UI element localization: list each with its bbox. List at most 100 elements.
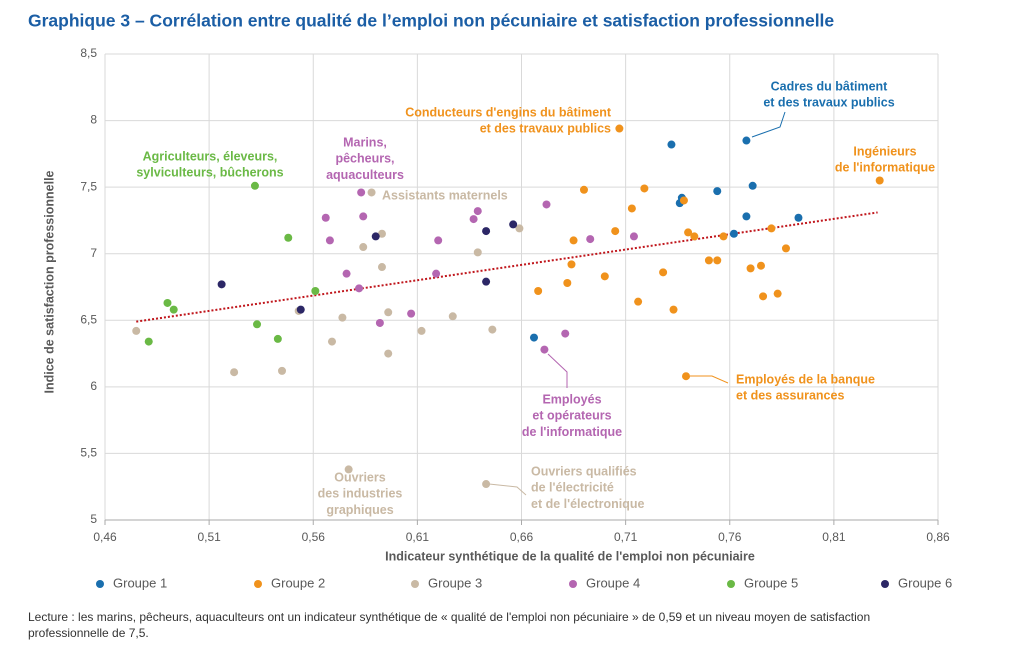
x-tick-label: 0,51 bbox=[197, 530, 221, 544]
point bbox=[729, 229, 738, 238]
point bbox=[357, 188, 366, 197]
point bbox=[569, 236, 578, 245]
point bbox=[250, 181, 259, 190]
point bbox=[767, 224, 776, 233]
point bbox=[567, 260, 576, 269]
legend-marker bbox=[411, 580, 419, 588]
annotation: Assistants maternels bbox=[382, 188, 508, 202]
point bbox=[284, 233, 293, 242]
x-tick-label: 0,56 bbox=[302, 530, 326, 544]
annotation-leader bbox=[690, 375, 729, 384]
x-axis-label: Indicateur synthétique de la qualité de … bbox=[385, 549, 755, 563]
point bbox=[682, 372, 691, 381]
annotation: Employés de la banque bbox=[736, 372, 875, 386]
point bbox=[355, 284, 364, 293]
legend-marker bbox=[727, 580, 735, 588]
point bbox=[713, 187, 722, 196]
point bbox=[615, 124, 624, 133]
point bbox=[875, 176, 884, 185]
annotation: et opérateurs bbox=[532, 409, 611, 423]
point bbox=[669, 305, 678, 314]
annotation: graphiques bbox=[326, 503, 393, 517]
legend-label: Groupe 6 bbox=[898, 575, 952, 590]
point bbox=[540, 345, 549, 354]
annotation: Cadres du bâtiment bbox=[771, 79, 889, 93]
point bbox=[534, 286, 543, 295]
y-tick-label: 5 bbox=[90, 512, 97, 526]
annotation-leader bbox=[751, 111, 786, 138]
point bbox=[344, 465, 353, 474]
point bbox=[773, 289, 782, 298]
point bbox=[659, 268, 668, 277]
y-tick-label: 7,5 bbox=[80, 179, 97, 193]
point bbox=[742, 212, 751, 221]
point bbox=[253, 320, 262, 329]
point bbox=[719, 232, 728, 241]
point bbox=[311, 286, 320, 295]
point bbox=[667, 140, 676, 149]
point bbox=[482, 480, 491, 489]
annotation: Ouvriers bbox=[334, 470, 385, 484]
point bbox=[488, 325, 497, 334]
point bbox=[321, 213, 330, 222]
point bbox=[359, 243, 368, 252]
y-tick-label: 8 bbox=[90, 113, 97, 127]
point bbox=[611, 227, 620, 236]
point bbox=[338, 313, 347, 322]
legend-marker bbox=[254, 580, 262, 588]
x-tick-label: 0,81 bbox=[822, 530, 846, 544]
point bbox=[509, 220, 518, 229]
point bbox=[377, 263, 386, 272]
annotation: de l'électricité bbox=[531, 481, 614, 495]
point bbox=[342, 269, 351, 278]
point bbox=[169, 305, 178, 314]
point bbox=[756, 261, 765, 270]
point bbox=[132, 326, 141, 335]
point bbox=[529, 333, 538, 342]
annotation: et des assurances bbox=[736, 389, 844, 403]
point bbox=[563, 279, 572, 288]
annotation: de l'informatique bbox=[835, 161, 935, 175]
y-tick-label: 6 bbox=[90, 379, 97, 393]
chart-title: Graphique 3 – Corrélation entre qualité … bbox=[28, 11, 834, 31]
point bbox=[417, 326, 426, 335]
point bbox=[327, 337, 336, 346]
legend-label: Groupe 3 bbox=[428, 575, 482, 590]
point bbox=[217, 280, 226, 289]
point bbox=[684, 228, 693, 237]
annotation: pêcheurs, bbox=[335, 152, 394, 166]
point bbox=[384, 349, 393, 358]
point bbox=[434, 236, 443, 245]
annotation-leader bbox=[547, 353, 568, 388]
point bbox=[561, 329, 570, 338]
point bbox=[781, 244, 790, 253]
legend-marker bbox=[569, 580, 577, 588]
point bbox=[448, 312, 457, 321]
point bbox=[515, 224, 524, 233]
point bbox=[482, 227, 491, 236]
annotation: sylviculteurs, bûcherons bbox=[136, 166, 283, 180]
point bbox=[704, 256, 713, 265]
point bbox=[748, 181, 757, 190]
x-tick-label: 0,61 bbox=[406, 530, 430, 544]
point bbox=[296, 305, 305, 314]
annotation: Agriculteurs, éleveurs, bbox=[143, 149, 278, 163]
annotation: Conducteurs d'engins du bâtiment bbox=[405, 105, 612, 119]
point bbox=[469, 215, 478, 224]
x-tick-label: 0,86 bbox=[926, 530, 950, 544]
legend-label: Groupe 5 bbox=[744, 575, 798, 590]
point bbox=[371, 232, 380, 241]
annotation: et des travaux publics bbox=[763, 96, 894, 110]
point bbox=[377, 229, 386, 238]
annotation: de l'informatique bbox=[522, 425, 622, 439]
note: professionnelle de 7,5. bbox=[28, 626, 149, 640]
annotation: aquaculteurs bbox=[326, 168, 404, 182]
point bbox=[230, 368, 239, 377]
point bbox=[144, 337, 153, 346]
y-tick-label: 6,5 bbox=[80, 312, 97, 326]
legend-label: Groupe 1 bbox=[113, 575, 167, 590]
point bbox=[278, 366, 287, 375]
point bbox=[473, 207, 482, 216]
legend-label: Groupe 4 bbox=[586, 575, 640, 590]
